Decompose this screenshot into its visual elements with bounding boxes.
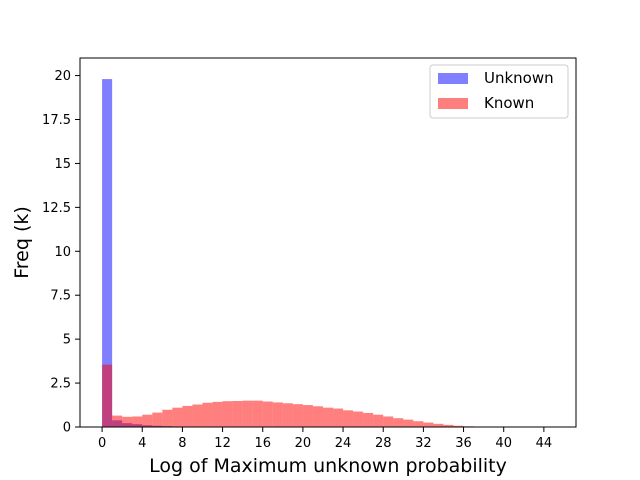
bar-known-22: [322, 407, 334, 427]
bar-known-34: [443, 424, 454, 427]
x-tick-label: 36: [455, 436, 472, 451]
bar-known-33: [433, 423, 444, 427]
bar-known-23: [333, 408, 344, 427]
bar-known-14: [242, 400, 253, 427]
bar-known-11: [212, 401, 223, 427]
y-tick-label: 2.5: [50, 377, 71, 392]
legend: Unknown Known: [429, 64, 569, 119]
y-tick-label: 5: [63, 333, 71, 348]
y-tick-label: 15: [54, 157, 71, 172]
y-tick-label: 12.5: [42, 201, 71, 216]
bar-known-29: [393, 418, 404, 427]
bar-known-12: [222, 401, 233, 427]
x-axis-title: Log of Maximum unknown probability: [149, 455, 507, 477]
bar-known-18: [282, 403, 293, 427]
bar-known-21: [312, 406, 323, 427]
bar-unknown-0: [102, 79, 113, 427]
x-tick-label: 24: [335, 436, 352, 451]
bar-known-8: [182, 405, 193, 427]
bar-known-13: [232, 400, 243, 427]
bar-known-10: [202, 402, 213, 427]
y-tick-label: 20: [54, 69, 71, 84]
bar-known-26: [363, 412, 374, 427]
bar-known-31: [413, 421, 424, 427]
y-tick-label: 17.5: [42, 113, 71, 128]
bar-known-1: [112, 415, 123, 427]
x-tick-label: 44: [536, 436, 553, 451]
bar-known-32: [423, 422, 434, 427]
x-tick-label: 4: [138, 436, 146, 451]
x-tick-label: 20: [295, 436, 312, 451]
legend-label-unknown: Unknown: [484, 69, 554, 87]
bar-known-2: [122, 416, 133, 427]
bar-known-30: [403, 419, 414, 427]
bar-known-0: [102, 364, 113, 427]
bar-known-5: [152, 412, 163, 427]
bar-known-24: [343, 410, 354, 427]
x-tick-label: 8: [178, 436, 186, 451]
bar-known-17: [272, 402, 283, 427]
bars-layer: [102, 79, 554, 427]
legend-label-known: Known: [484, 94, 534, 112]
y-tick-label: 10: [54, 245, 71, 260]
bar-known-19: [292, 404, 303, 427]
bar-known-16: [262, 401, 273, 427]
bar-known-20: [302, 405, 313, 427]
y-tick-label: 0: [63, 421, 71, 436]
bar-known-15: [252, 400, 263, 427]
y-axis-title: Freq (k): [11, 206, 33, 279]
bar-known-28: [383, 416, 394, 427]
x-tick-label: 40: [495, 436, 512, 451]
y-axis: 0 2.5 5 7.5 10 12.5 15 17.5 20: [42, 69, 80, 436]
bar-known-6: [162, 409, 173, 427]
x-tick-label: 28: [375, 436, 392, 451]
x-axis: 0 4 8 12 16 20 24 28 32 36 40 44: [98, 427, 552, 451]
bar-known-4: [142, 414, 153, 427]
legend-swatch-unknown: [438, 73, 468, 84]
x-tick-label: 0: [98, 436, 106, 451]
x-tick-label: 16: [254, 436, 271, 451]
x-tick-label: 12: [214, 436, 231, 451]
x-tick-label: 32: [415, 436, 432, 451]
bar-known-27: [373, 414, 384, 427]
bar-known-9: [192, 404, 203, 427]
bar-known-7: [172, 407, 183, 427]
y-tick-label: 7.5: [50, 289, 71, 304]
bar-known-3: [132, 416, 143, 427]
plot-frame: [79, 57, 577, 428]
legend-swatch-known: [438, 98, 468, 109]
bar-known-25: [353, 411, 364, 427]
bar-known-35: [453, 425, 464, 427]
